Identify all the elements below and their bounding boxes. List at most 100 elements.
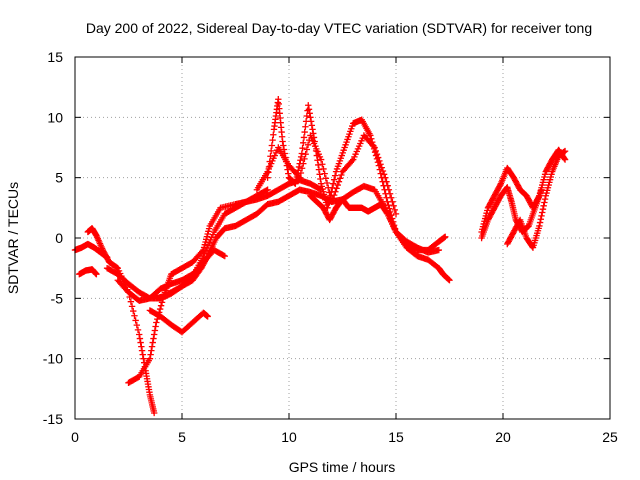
data-point — [379, 167, 387, 175]
data-point — [297, 153, 305, 161]
data-point — [539, 205, 547, 213]
data-point — [113, 264, 121, 271]
data-point — [348, 157, 356, 165]
data-point — [390, 202, 397, 210]
data-point — [314, 157, 321, 164]
data-point — [321, 170, 328, 177]
data-point — [384, 182, 391, 189]
data-point — [303, 146, 311, 153]
data-point — [442, 233, 449, 240]
data-point — [330, 191, 338, 199]
data-point — [336, 175, 344, 182]
data-point — [496, 181, 504, 189]
data-point — [446, 277, 453, 284]
x-axis-label: GPS time / hours — [289, 459, 396, 475]
data-point — [373, 151, 381, 158]
axis-ticks — [74, 56, 611, 420]
data-point — [127, 298, 135, 305]
data-point — [389, 198, 396, 205]
y-axis-label: SDTVAR / TECUs — [5, 182, 21, 294]
data-point — [295, 173, 302, 180]
data-point — [539, 209, 546, 216]
data-point — [306, 110, 313, 117]
data-point — [325, 184, 332, 191]
series-10 — [253, 132, 400, 218]
x-tick-label: 15 — [388, 429, 404, 445]
data-point — [149, 339, 156, 346]
data-point — [298, 165, 306, 172]
data-point — [372, 147, 379, 155]
y-tick-label: 15 — [47, 49, 63, 65]
data-point — [540, 202, 547, 210]
data-point — [132, 317, 139, 324]
data-point — [295, 163, 303, 171]
data-point — [326, 189, 333, 196]
data-point — [263, 187, 270, 194]
data-point — [268, 142, 276, 149]
data-point — [136, 335, 144, 342]
data-point — [382, 174, 389, 181]
data-point — [130, 307, 137, 315]
x-tick-label: 20 — [495, 429, 511, 445]
data-point — [561, 147, 569, 155]
series-14 — [504, 147, 569, 251]
y-tick-label: -5 — [51, 290, 64, 306]
data-point — [445, 276, 452, 283]
data-point — [309, 126, 316, 133]
y-tick-label: 5 — [55, 170, 63, 186]
series-7 — [146, 307, 211, 336]
data-point — [138, 347, 146, 354]
y-tick-labels: -15 -10 -5 0 5 10 15 — [43, 49, 63, 427]
data-point — [307, 114, 314, 121]
data-point — [199, 248, 206, 255]
data-point — [137, 339, 144, 346]
y-tick-label: 0 — [55, 230, 63, 246]
data-point — [385, 186, 393, 193]
data-point — [139, 351, 146, 358]
data-point — [221, 252, 228, 260]
y-tick-label: 10 — [47, 109, 63, 125]
data-point — [332, 188, 339, 195]
data-point — [307, 118, 315, 125]
data-point — [150, 335, 157, 342]
x-tick-labels: 0 5 10 15 20 25 — [71, 429, 618, 445]
data-point — [153, 319, 160, 326]
data-point — [330, 180, 337, 187]
data-point — [320, 165, 327, 173]
data-point — [150, 331, 158, 338]
data-point — [376, 157, 383, 165]
data-point — [220, 252, 227, 259]
data-point — [302, 123, 309, 130]
data-point — [297, 157, 304, 164]
data-point — [305, 106, 313, 113]
data-point — [536, 219, 544, 226]
y-tick-label: -10 — [43, 351, 63, 367]
data-point — [435, 246, 442, 254]
data-point — [561, 155, 568, 162]
data-point — [335, 178, 343, 185]
data-point — [298, 150, 306, 157]
data-point — [300, 134, 308, 141]
data-point — [385, 201, 392, 209]
data-point — [148, 343, 156, 350]
data-point — [146, 355, 154, 362]
data-point — [541, 195, 549, 203]
data-point — [391, 206, 399, 214]
data-point — [140, 355, 147, 362]
data-point — [93, 271, 100, 278]
data-point — [156, 305, 164, 313]
data-point — [267, 147, 275, 155]
data-point — [317, 175, 324, 183]
data-point — [377, 161, 384, 168]
data-point — [148, 347, 155, 354]
data-point — [371, 144, 378, 151]
data-point — [322, 175, 330, 182]
data-point — [538, 212, 545, 220]
data-point — [136, 331, 143, 338]
data-point — [329, 195, 337, 202]
data-point — [536, 222, 543, 230]
chart-title: Day 200 of 2022, Sidereal Day-to-day VTE… — [86, 20, 592, 36]
data-points — [71, 96, 569, 417]
series-2 — [76, 266, 100, 278]
